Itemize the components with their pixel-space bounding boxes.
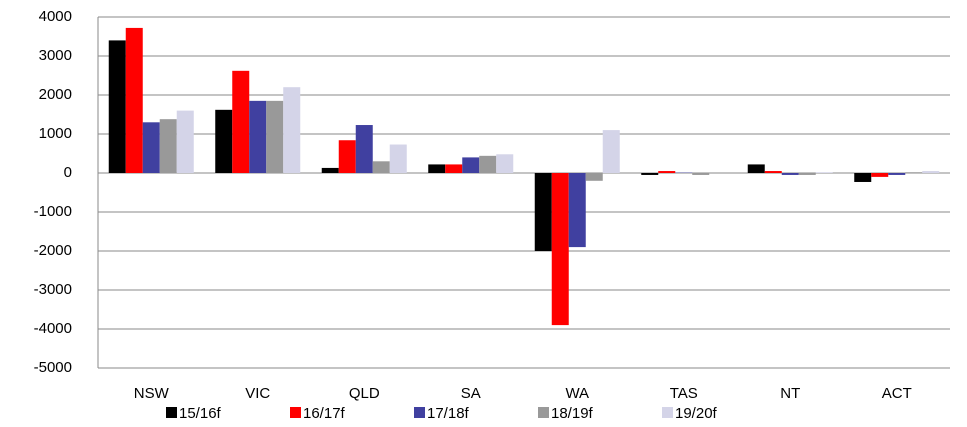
legend-swatch (166, 407, 177, 418)
legend-swatch (662, 407, 673, 418)
bar (215, 109, 233, 173)
bar (338, 140, 356, 173)
bar (747, 164, 765, 173)
bar (585, 173, 603, 181)
bar (692, 173, 710, 175)
legend-swatch (290, 407, 301, 418)
y-tick-label: 1000 (39, 125, 72, 142)
y-tick-label: -1000 (34, 203, 72, 220)
bar (176, 110, 194, 173)
bar (389, 144, 407, 173)
x-tick-label: NT (780, 385, 800, 402)
bar (922, 171, 940, 173)
bar (658, 171, 676, 173)
y-tick-label: -3000 (34, 281, 72, 298)
bar (321, 167, 339, 173)
bar (905, 172, 923, 173)
bar (854, 173, 872, 182)
y-tick-label: -5000 (34, 359, 72, 376)
bar (534, 173, 552, 251)
bar (462, 157, 480, 173)
bar (496, 154, 514, 173)
bar (888, 173, 906, 175)
legend-label: 16/17f (303, 405, 346, 422)
legend-swatch (414, 407, 425, 418)
legend-label: 19/20f (675, 405, 718, 422)
bar (551, 173, 569, 326)
legend-label: 18/19f (551, 405, 594, 422)
y-tick-label: 3000 (39, 47, 72, 64)
bar (372, 161, 390, 173)
bar (798, 173, 816, 175)
y-tick-label: 2000 (39, 86, 72, 103)
x-tick-label: WA (565, 385, 589, 402)
bar (781, 173, 799, 175)
bar (871, 173, 889, 177)
x-tick-label: SA (461, 385, 481, 402)
bar (568, 173, 586, 248)
bar (764, 171, 782, 173)
x-tick-label: NSW (134, 385, 170, 402)
x-tick-label: TAS (670, 385, 698, 402)
y-tick-label: 4000 (39, 8, 72, 25)
legend-swatch (538, 407, 549, 418)
bar (355, 125, 373, 173)
bar (641, 173, 659, 175)
bar (159, 119, 177, 173)
bar (445, 164, 463, 173)
bar (602, 130, 620, 173)
bar (479, 155, 497, 173)
x-tick-label: ACT (882, 385, 912, 402)
bar (142, 122, 160, 173)
bar (815, 172, 833, 173)
x-tick-label: QLD (349, 385, 380, 402)
bar (108, 40, 126, 174)
bar (125, 27, 143, 174)
legend-label: 17/18f (427, 405, 470, 422)
bar (428, 164, 446, 173)
bar (283, 87, 301, 173)
bar (266, 100, 284, 173)
legend-label: 15/16f (179, 405, 222, 422)
bar (232, 70, 250, 173)
x-tick-label: VIC (245, 385, 270, 402)
y-tick-label: -4000 (34, 320, 72, 337)
y-tick-label: -2000 (34, 242, 72, 259)
bar (249, 100, 267, 173)
y-tick-label: 0 (64, 164, 72, 181)
